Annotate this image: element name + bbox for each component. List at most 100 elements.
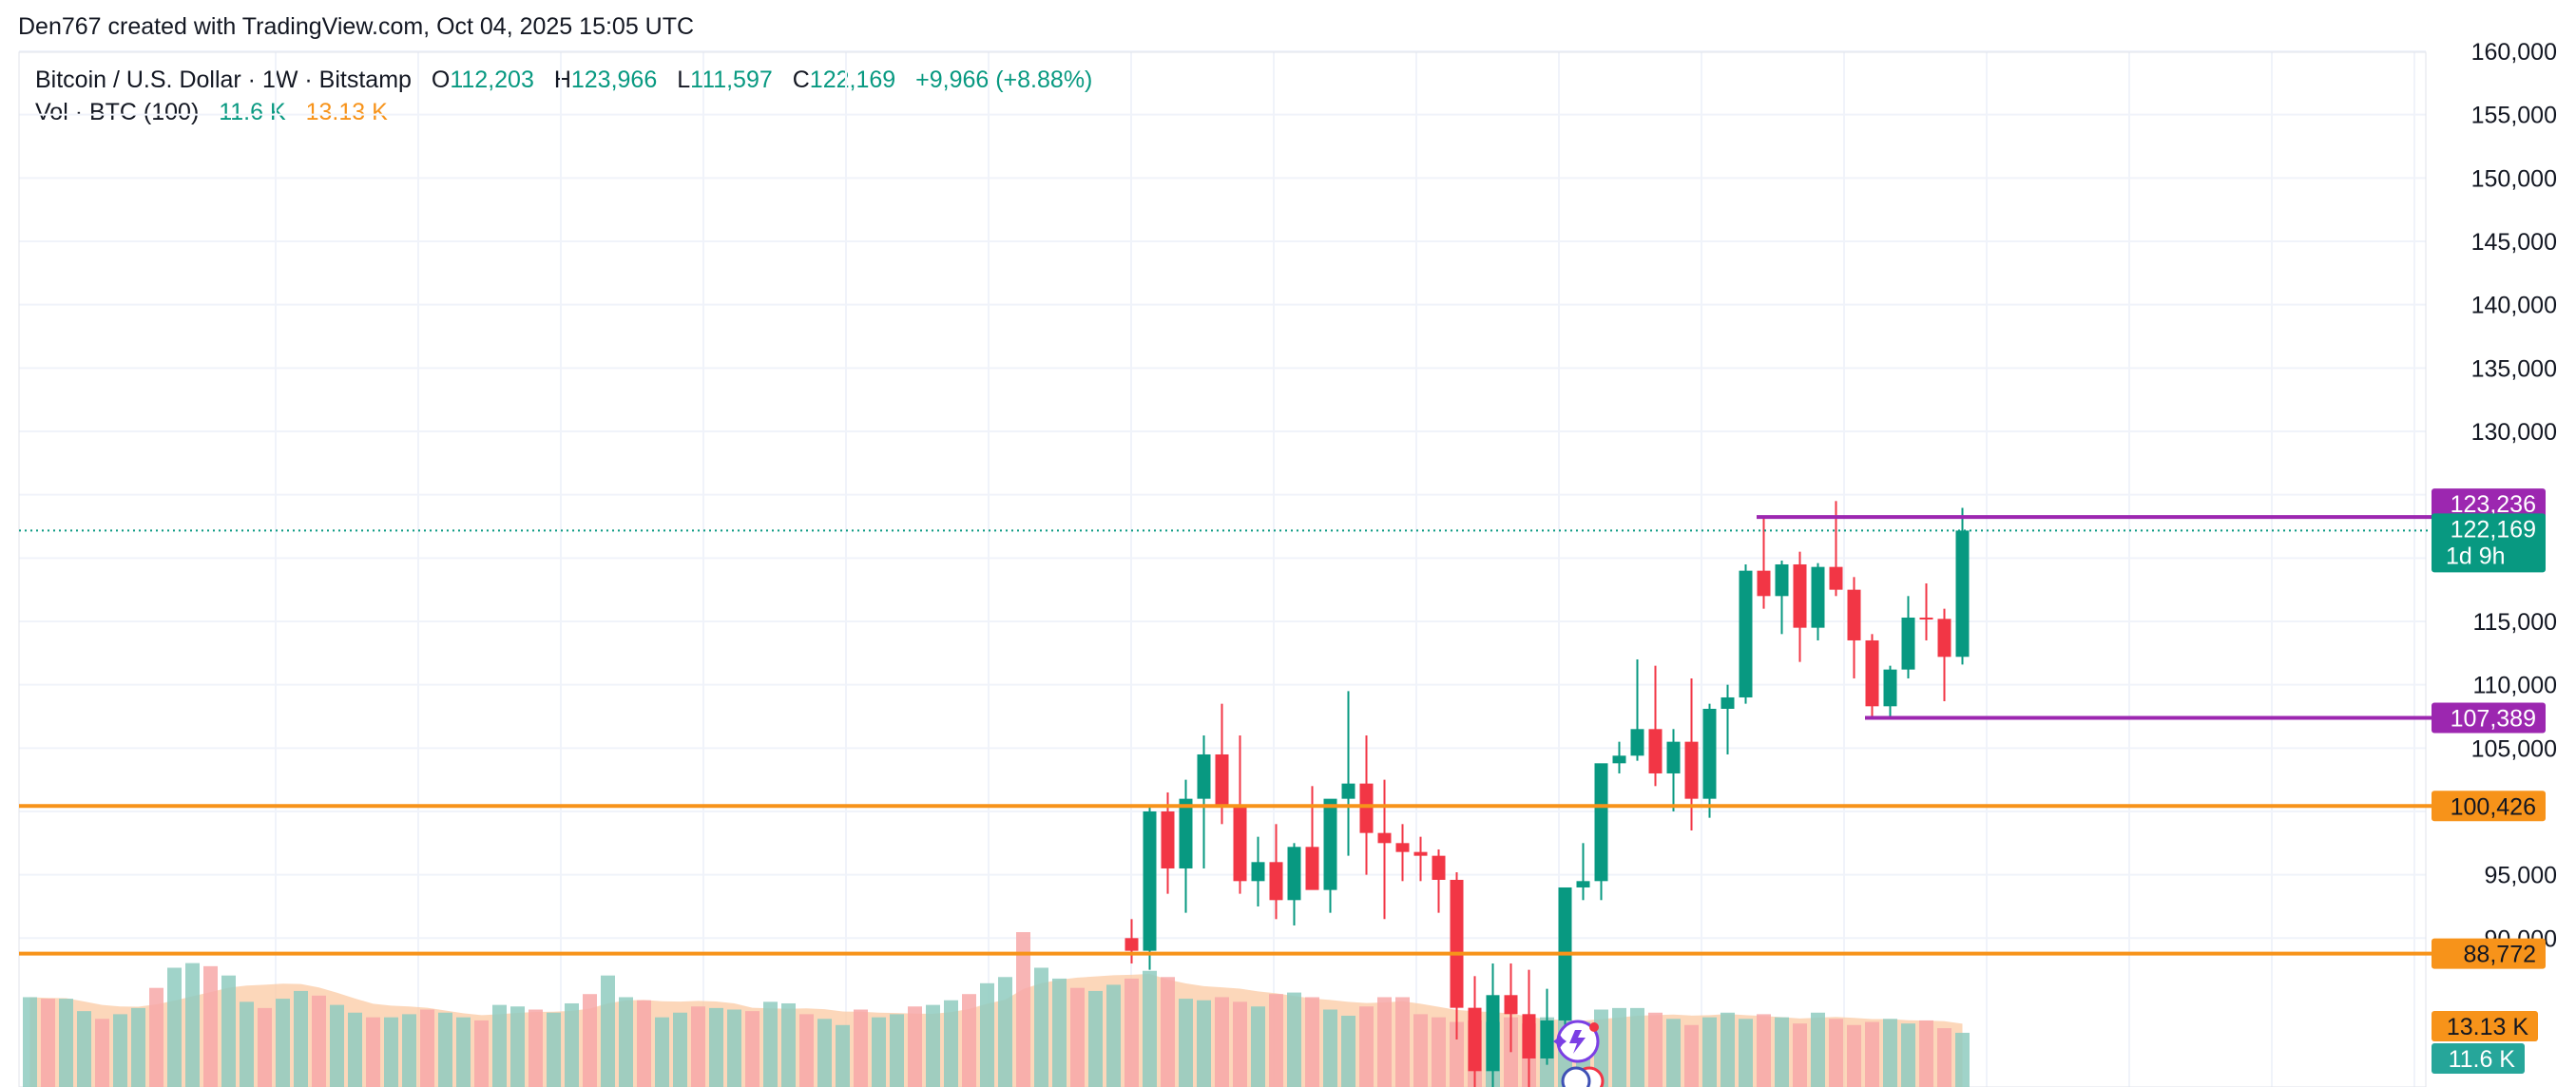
grid: [18, 50, 2427, 1087]
ai-assistant-icon[interactable]: [1553, 1020, 1600, 1063]
volume-bar: [1233, 1001, 1247, 1087]
volume-title[interactable]: Vol · BTC (100): [35, 99, 200, 125]
price-axis[interactable]: 160,000 155,000 150,000 145,000 140,000 135,0…: [2471, 39, 2557, 952]
high-value: 123,966: [570, 67, 658, 93]
us-flag-icon: [1561, 1066, 1605, 1087]
candle-body: [1125, 938, 1139, 951]
candle-body: [1468, 1007, 1482, 1072]
volume-bar: [203, 965, 218, 1087]
volume-bar: [366, 1017, 380, 1087]
volume-bar: [1161, 977, 1175, 1087]
price-axis-tick-label: 115,000: [2472, 609, 2557, 636]
chart-icons: [1553, 1020, 1605, 1087]
volume-bar: [1847, 1024, 1861, 1087]
candle-body: [1829, 566, 1843, 590]
volume-bar: [258, 1007, 272, 1087]
volume-bar: [492, 1004, 507, 1087]
candle-body: [1739, 570, 1753, 697]
volume-bar: [23, 997, 37, 1087]
volume-bar: [1088, 990, 1103, 1087]
candle-body: [1648, 729, 1663, 773]
change-value: +9,966 (+8.88%): [915, 67, 1093, 93]
volume-bar: [872, 1017, 886, 1087]
candle-body: [1721, 696, 1735, 709]
level-tag-107389-bg: [2432, 702, 2546, 734]
volume-bar: [673, 1012, 687, 1087]
candle-body: [1197, 753, 1211, 799]
volume-bar: [77, 1011, 91, 1087]
volume-bar: [799, 1014, 814, 1087]
volume-bar: [59, 999, 73, 1087]
candle-body: [1702, 708, 1717, 799]
candle-body: [1359, 783, 1374, 833]
candle-body: [1865, 639, 1879, 707]
volume-bar: [294, 990, 308, 1087]
volume-bar: [402, 1014, 416, 1087]
candle-body: [1395, 843, 1410, 852]
symbol-legend[interactable]: Bitcoin / U.S. Dollar · 1W · Bitstamp O1…: [35, 67, 1092, 94]
volume-bar: [1251, 1006, 1265, 1087]
volume-bar: [601, 975, 615, 1087]
level-tag-123236-bg: [2432, 488, 2546, 520]
volume-bar: [330, 1004, 344, 1087]
candle-body: [1775, 563, 1789, 597]
candle-body: [1757, 570, 1771, 597]
volume-bar: [763, 1001, 778, 1087]
candle-body: [1377, 832, 1392, 844]
candle-body: [1161, 810, 1175, 868]
volume-value: 11.6 K: [219, 99, 286, 125]
volume-bar: [1197, 1000, 1211, 1087]
volume-bar: [131, 1007, 145, 1087]
volume-bar: [420, 1009, 434, 1087]
volume-bar: [1775, 1017, 1789, 1087]
low-label: L: [677, 67, 691, 93]
last-price-tag-bg: [2432, 513, 2546, 573]
volume-bar: [1901, 1023, 1915, 1087]
volume-bar: [547, 1012, 561, 1087]
candle-body: [1143, 810, 1157, 951]
volume-bar: [41, 999, 55, 1087]
volume-bar: [637, 1000, 651, 1087]
price-axis-tick-label: 110,000: [2472, 673, 2557, 699]
volume-bar: [1377, 997, 1392, 1087]
volume-bar: [1702, 1017, 1717, 1087]
candle-body: [1883, 669, 1897, 707]
volume-bar: [1630, 1007, 1644, 1087]
high-label: H: [553, 67, 571, 93]
volume-bar: [1684, 1024, 1699, 1087]
candle-body: [1811, 566, 1825, 628]
level-tag-88772-bg: [2432, 938, 2546, 969]
volume-bar: [1432, 1017, 1446, 1087]
volume-bar: [1341, 1016, 1355, 1087]
volume-bar: [890, 1014, 904, 1087]
volume-bar: [1648, 1012, 1663, 1087]
volume-bar: [1070, 987, 1085, 1087]
price-axis-tick-label: 150,000: [2471, 165, 2557, 192]
candle-body: [1684, 741, 1699, 799]
volume-bar: [781, 1002, 796, 1087]
volume-bar: [1919, 1020, 1933, 1087]
candle-body: [1269, 862, 1283, 901]
price-candles: [1125, 501, 1970, 1087]
candle-body: [1612, 755, 1626, 764]
volume-ma-tag: 13.13 K: [2447, 1014, 2529, 1040]
price-axis-tick-label: 130,000: [2471, 419, 2557, 446]
volume-bar: [384, 1017, 398, 1087]
chart-credit: Den767 created with TradingView.com, Oct…: [18, 13, 695, 40]
candle-body: [1432, 855, 1446, 880]
candle-body: [1251, 862, 1265, 882]
candle-body: [1955, 530, 1970, 658]
level-tag-100426-bg: [2432, 791, 2546, 822]
volume-bar: [1106, 984, 1121, 1087]
volume-legend[interactable]: Vol · BTC (100) 11.6 K 13.13 K: [35, 99, 388, 126]
volume-bar: [1269, 994, 1283, 1087]
candle-body: [1323, 798, 1337, 890]
volume-bar: [1883, 1019, 1897, 1087]
volume-bar: [1793, 1023, 1807, 1087]
volume-bar: [836, 1024, 850, 1087]
volume-bar: [1739, 1019, 1753, 1087]
symbol-title[interactable]: Bitcoin / U.S. Dollar · 1W · Bitstamp: [35, 67, 412, 93]
volume-bar: [95, 1019, 109, 1087]
